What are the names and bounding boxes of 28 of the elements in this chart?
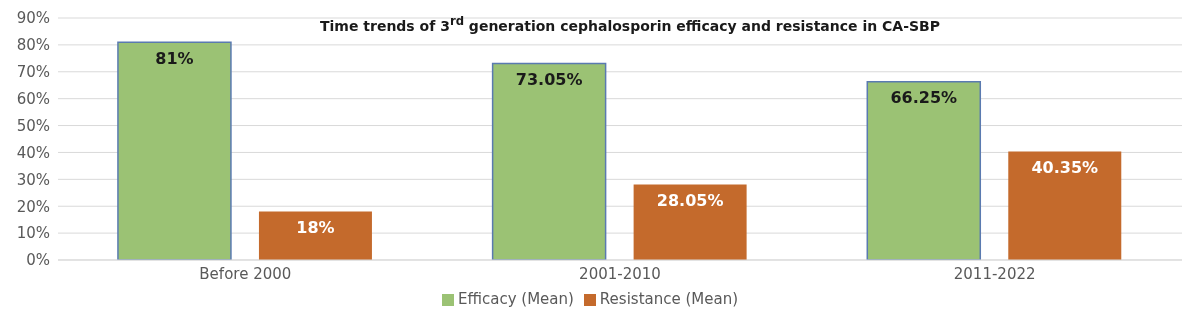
legend-label: Resistance (Mean): [599, 290, 739, 308]
data-label: 66.25%: [890, 88, 958, 108]
data-label: 28.05%: [656, 190, 724, 210]
x-tick-label: Before 2000: [199, 264, 292, 283]
bar: [1008, 151, 1122, 260]
chart-title: Time trends of 3$^{rd}$ generation cephalosporin efficacy and resistance in CA-SBP: [319, 14, 940, 34]
y-tick-label: 20%: [16, 197, 50, 216]
y-tick-label: 40%: [16, 143, 50, 162]
y-tick-label: 80%: [16, 36, 50, 55]
data-label: 73.05%: [515, 69, 583, 89]
y-tick-label: 70%: [16, 63, 50, 82]
data-label: 18%: [296, 217, 335, 237]
x-tick-label: 2011-2022: [953, 264, 1036, 283]
bar: [633, 184, 747, 260]
y-tick-label: 60%: [16, 89, 50, 108]
y-tick-label: 90%: [16, 9, 50, 28]
bar: [491, 62, 607, 260]
data-label: 40.35%: [1031, 157, 1099, 177]
bar: [258, 211, 372, 260]
bar: [117, 41, 232, 260]
y-tick-label: 10%: [16, 224, 50, 243]
x-tick-label: 2001-2010: [579, 264, 661, 283]
y-tick-label: 30%: [16, 170, 50, 189]
y-tick-label: 0%: [26, 251, 50, 270]
bar: [866, 81, 982, 260]
data-label: 81%: [155, 48, 194, 68]
legend-label: Efficacy (Mean): [457, 290, 574, 308]
y-tick-label: 50%: [16, 116, 50, 135]
